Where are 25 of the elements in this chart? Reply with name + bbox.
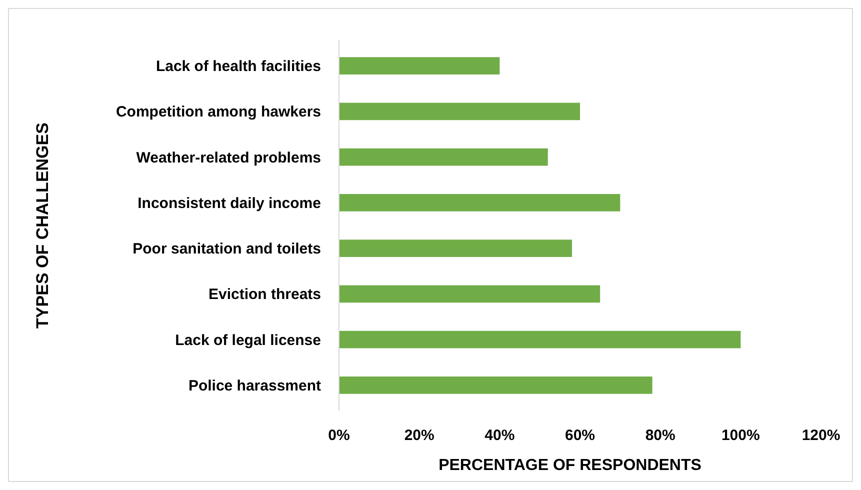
x-tick-label: 20% — [404, 427, 434, 444]
bar — [339, 194, 620, 212]
bar — [339, 330, 741, 348]
x-tick-label: 80% — [645, 427, 676, 444]
y-tick-label: Police harassment — [188, 377, 322, 394]
bar — [339, 240, 572, 257]
bar — [339, 376, 652, 394]
x-tick-label: 60% — [564, 427, 596, 444]
y-tick-label: Lack of health facilities — [156, 58, 321, 76]
y-tick-label: Poor sanitation and toilets — [132, 240, 321, 258]
y-tick-label: Eviction threats — [208, 286, 321, 304]
y-tick-label: Weather-related problems — [136, 149, 321, 166]
x-axis-title: PERCENTAGE OF RESPONDENTS — [438, 457, 702, 474]
bar — [339, 285, 600, 303]
x-tick-label: 0% — [328, 427, 350, 444]
x-tick-label: 100% — [721, 427, 760, 444]
y-tick-label: Lack of legal license — [175, 332, 321, 349]
x-tick-label: 40% — [484, 427, 515, 444]
bar — [339, 148, 548, 166]
y-tick-label: Inconsistent daily income — [138, 194, 321, 212]
y-tick-label: Competition among hawkers — [116, 104, 321, 121]
bar — [339, 102, 580, 120]
x-tick-label: 120% — [802, 427, 840, 444]
y-axis-title: TYPES OF CHALLENGES — [33, 122, 52, 328]
bar — [339, 57, 500, 74]
